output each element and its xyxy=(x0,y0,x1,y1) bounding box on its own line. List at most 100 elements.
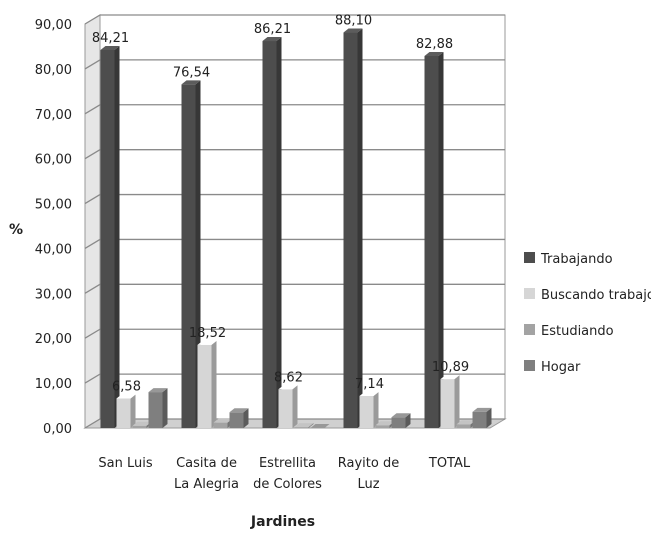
bar-top xyxy=(310,424,330,428)
plot-back-wall xyxy=(99,14,506,420)
bar-front xyxy=(440,379,455,428)
gridline xyxy=(84,373,505,384)
gridline xyxy=(84,283,505,294)
bar-top xyxy=(213,418,233,423)
bar-side xyxy=(114,45,120,429)
bar-front xyxy=(262,41,277,429)
x-tick-label: Estrellita xyxy=(259,456,316,471)
y-tick-label: 40,00 xyxy=(35,242,72,257)
bar xyxy=(229,408,249,428)
bar-top xyxy=(229,408,249,413)
bar xyxy=(343,28,363,428)
gridline xyxy=(84,328,505,339)
bar-top xyxy=(100,45,120,50)
legend-item: Hogar xyxy=(524,360,581,375)
bar-top xyxy=(343,28,363,33)
bar-front xyxy=(181,84,196,428)
bar-top xyxy=(132,421,152,426)
bar xyxy=(148,388,168,428)
x-tick-label: de Colores xyxy=(253,477,322,492)
bar-top xyxy=(197,340,217,345)
bar-top xyxy=(294,423,314,428)
legend-swatch xyxy=(524,288,535,299)
bar-top xyxy=(359,391,379,396)
data-label: 6,58 xyxy=(112,379,141,394)
legend-label: Buscando trabajo xyxy=(541,288,651,303)
bar-top xyxy=(391,413,411,418)
data-label: 76,54 xyxy=(173,65,210,80)
bar xyxy=(472,407,492,428)
y-tick-label: 20,00 xyxy=(35,332,72,347)
bar-top xyxy=(262,37,282,42)
bar-front xyxy=(375,425,390,428)
bar-front xyxy=(424,55,439,429)
x-tick-label: TOTAL xyxy=(428,456,471,471)
data-label: 84,21 xyxy=(92,31,129,46)
bar-side xyxy=(438,51,444,429)
legend-swatch xyxy=(524,360,535,371)
y-tick-label: 0,00 xyxy=(43,422,72,437)
data-label: 88,10 xyxy=(335,14,372,29)
bar xyxy=(181,80,201,428)
y-tick-label: 10,00 xyxy=(35,377,72,392)
bar xyxy=(197,340,217,428)
bar-top xyxy=(181,80,201,85)
legend-swatch xyxy=(524,252,535,263)
bar xyxy=(440,375,460,428)
y-tick-label: 50,00 xyxy=(35,198,72,213)
bar-top xyxy=(424,51,444,56)
x-tick-label: Casita de xyxy=(176,456,237,471)
gridline xyxy=(84,149,505,160)
gridline xyxy=(84,193,505,205)
x-axis-title: Jardines xyxy=(250,514,315,530)
data-label: 7,14 xyxy=(355,377,384,392)
bar-front xyxy=(213,422,228,428)
bar-top xyxy=(456,420,476,425)
bar xyxy=(310,424,330,428)
x-axis-categories: San Luis Casita de La Alegria Estrellita de … xyxy=(98,456,470,492)
bar-front xyxy=(359,395,374,428)
bar-top xyxy=(472,407,492,412)
legend-label: Hogar xyxy=(541,360,581,375)
bar-front xyxy=(294,427,309,428)
legend-item: Buscando trabajo xyxy=(524,288,651,303)
y-tick-label: 30,00 xyxy=(35,287,72,302)
data-label: 10,89 xyxy=(432,360,469,375)
bar-side xyxy=(292,385,298,428)
bar xyxy=(116,394,136,428)
bar-side xyxy=(130,394,136,428)
gridline xyxy=(84,238,505,250)
bar-front xyxy=(132,425,147,428)
bar-side xyxy=(454,375,460,428)
legend-item: Trabajando xyxy=(524,252,613,267)
bar xyxy=(278,385,298,428)
bar-side xyxy=(373,391,379,428)
bar-top xyxy=(278,385,298,390)
bar-side xyxy=(243,408,249,428)
y-axis-title: % xyxy=(9,222,23,238)
plot-side-wall xyxy=(84,14,101,429)
x-tick-label: Luz xyxy=(357,477,379,492)
bar-front xyxy=(197,344,212,428)
gridline xyxy=(84,104,505,115)
legend-label: Trabajando xyxy=(540,252,613,267)
gridline xyxy=(84,59,505,70)
bar-front xyxy=(456,424,471,428)
y-axis-ticks: 0,00 10,00 20,00 30,00 40,00 50,00 60,00 70,00 8… xyxy=(35,18,72,437)
legend: Trabajando Buscando trabajo Estudiando Hoga… xyxy=(524,252,651,375)
x-tick-label: Rayito de xyxy=(338,456,399,471)
data-label: 86,21 xyxy=(254,22,291,37)
y-tick-label: 60,00 xyxy=(35,153,72,168)
bar-side xyxy=(211,340,217,428)
bar xyxy=(262,37,282,429)
bar-front xyxy=(391,417,406,428)
bar xyxy=(424,51,444,429)
data-label: 18,52 xyxy=(189,326,226,341)
bar-front xyxy=(229,412,244,428)
bar-top xyxy=(148,388,168,393)
y-tick-label: 70,00 xyxy=(35,108,72,123)
x-tick-label: La Alegria xyxy=(174,477,239,492)
data-label: 82,88 xyxy=(416,37,453,52)
gridline xyxy=(84,14,505,25)
